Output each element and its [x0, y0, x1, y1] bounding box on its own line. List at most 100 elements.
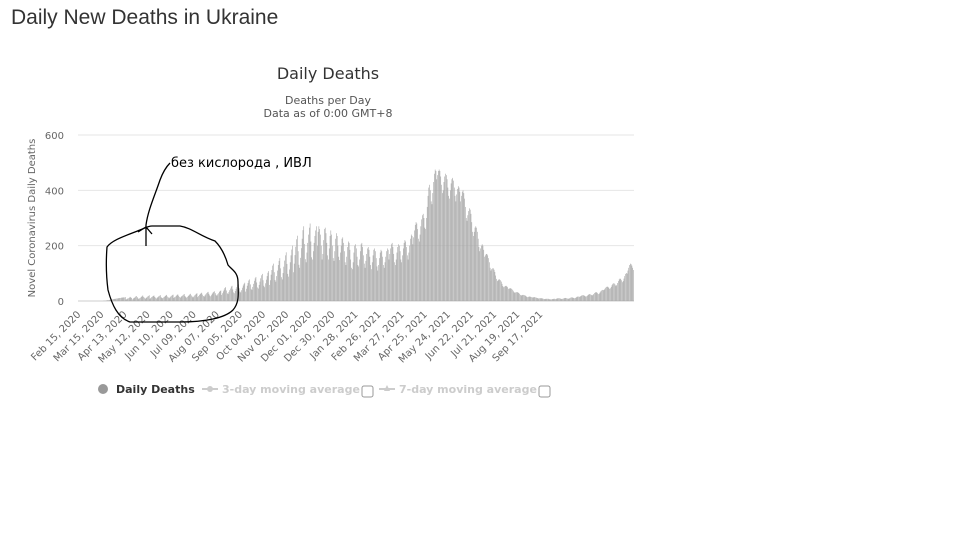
bar[interactable]	[144, 297, 145, 301]
bar[interactable]	[195, 294, 196, 301]
bar[interactable]	[325, 233, 327, 301]
bar[interactable]	[184, 296, 186, 301]
bar[interactable]	[121, 297, 123, 301]
bar[interactable]	[223, 289, 225, 301]
bar[interactable]	[155, 297, 156, 301]
bar[interactable]	[610, 286, 612, 301]
bar[interactable]	[422, 215, 423, 301]
bar[interactable]	[271, 270, 273, 301]
bar[interactable]	[315, 230, 316, 301]
bar[interactable]	[190, 293, 191, 301]
bar[interactable]	[194, 295, 195, 301]
bar[interactable]	[326, 242, 328, 301]
bar[interactable]	[273, 263, 274, 301]
bar[interactable]	[358, 266, 359, 301]
bar[interactable]	[202, 294, 203, 301]
bar[interactable]	[312, 259, 313, 302]
bar[interactable]	[137, 298, 139, 301]
bar[interactable]	[519, 293, 520, 301]
bar[interactable]	[504, 286, 505, 301]
bar[interactable]	[542, 298, 543, 301]
bar[interactable]	[499, 279, 500, 301]
bar[interactable]	[606, 286, 608, 301]
bar[interactable]	[213, 291, 215, 301]
bar[interactable]	[520, 294, 521, 301]
bar[interactable]	[430, 201, 432, 301]
bar[interactable]	[154, 296, 156, 301]
bar[interactable]	[341, 238, 343, 301]
bar[interactable]	[216, 295, 218, 301]
bar[interactable]	[627, 270, 629, 301]
bar[interactable]	[399, 245, 400, 301]
bar[interactable]	[334, 251, 336, 301]
bar[interactable]	[403, 248, 404, 301]
bar[interactable]	[292, 245, 293, 301]
bar[interactable]	[539, 298, 540, 301]
bar[interactable]	[563, 298, 565, 301]
bar[interactable]	[128, 297, 130, 301]
bar[interactable]	[418, 238, 419, 301]
bar[interactable]	[469, 208, 470, 301]
bar[interactable]	[266, 276, 268, 301]
bar[interactable]	[533, 297, 535, 301]
bar[interactable]	[559, 298, 561, 301]
bar[interactable]	[340, 245, 342, 301]
bar[interactable]	[579, 296, 581, 301]
bar[interactable]	[432, 193, 434, 301]
bar[interactable]	[558, 298, 559, 301]
bar[interactable]	[133, 297, 135, 301]
bar[interactable]	[567, 298, 569, 301]
bar[interactable]	[369, 256, 371, 301]
bar[interactable]	[222, 293, 223, 301]
bar[interactable]	[585, 296, 587, 301]
bar[interactable]	[567, 298, 568, 301]
bar[interactable]	[179, 297, 181, 301]
bar[interactable]	[426, 206, 428, 301]
bar[interactable]	[290, 255, 292, 301]
bar[interactable]	[331, 234, 332, 301]
bar[interactable]	[582, 295, 583, 301]
bar[interactable]	[571, 297, 573, 301]
bar[interactable]	[495, 275, 496, 301]
bar[interactable]	[215, 293, 216, 301]
bar[interactable]	[494, 271, 496, 301]
bar[interactable]	[443, 182, 445, 301]
bar[interactable]	[518, 292, 520, 301]
bar[interactable]	[493, 269, 495, 301]
bar[interactable]	[367, 248, 368, 301]
bar[interactable]	[547, 298, 548, 301]
bar[interactable]	[475, 226, 477, 301]
bar[interactable]	[490, 270, 492, 301]
bar[interactable]	[141, 296, 143, 301]
bar[interactable]	[121, 297, 122, 301]
bar[interactable]	[565, 297, 567, 301]
bar[interactable]	[427, 195, 429, 301]
bar[interactable]	[628, 267, 630, 301]
bar[interactable]	[424, 227, 426, 301]
bar[interactable]	[371, 269, 372, 301]
bar[interactable]	[593, 294, 594, 301]
bar[interactable]	[327, 255, 328, 301]
bar[interactable]	[185, 297, 187, 301]
bar[interactable]	[203, 296, 205, 301]
bar[interactable]	[383, 267, 385, 301]
bar[interactable]	[382, 256, 383, 301]
bar[interactable]	[309, 223, 311, 301]
bar[interactable]	[535, 297, 536, 301]
bar[interactable]	[602, 290, 604, 301]
bar[interactable]	[348, 241, 349, 301]
bar[interactable]	[156, 297, 158, 301]
bar[interactable]	[633, 270, 634, 301]
bar[interactable]	[247, 283, 249, 301]
bar[interactable]	[230, 288, 231, 301]
bar[interactable]	[453, 187, 455, 301]
bar[interactable]	[419, 234, 421, 301]
bar[interactable]	[363, 255, 364, 301]
bar[interactable]	[395, 259, 397, 302]
bar[interactable]	[231, 285, 233, 301]
bar[interactable]	[318, 226, 320, 301]
bar[interactable]	[115, 298, 117, 301]
bar[interactable]	[148, 296, 149, 301]
bar[interactable]	[631, 265, 633, 301]
bar[interactable]	[153, 295, 155, 301]
